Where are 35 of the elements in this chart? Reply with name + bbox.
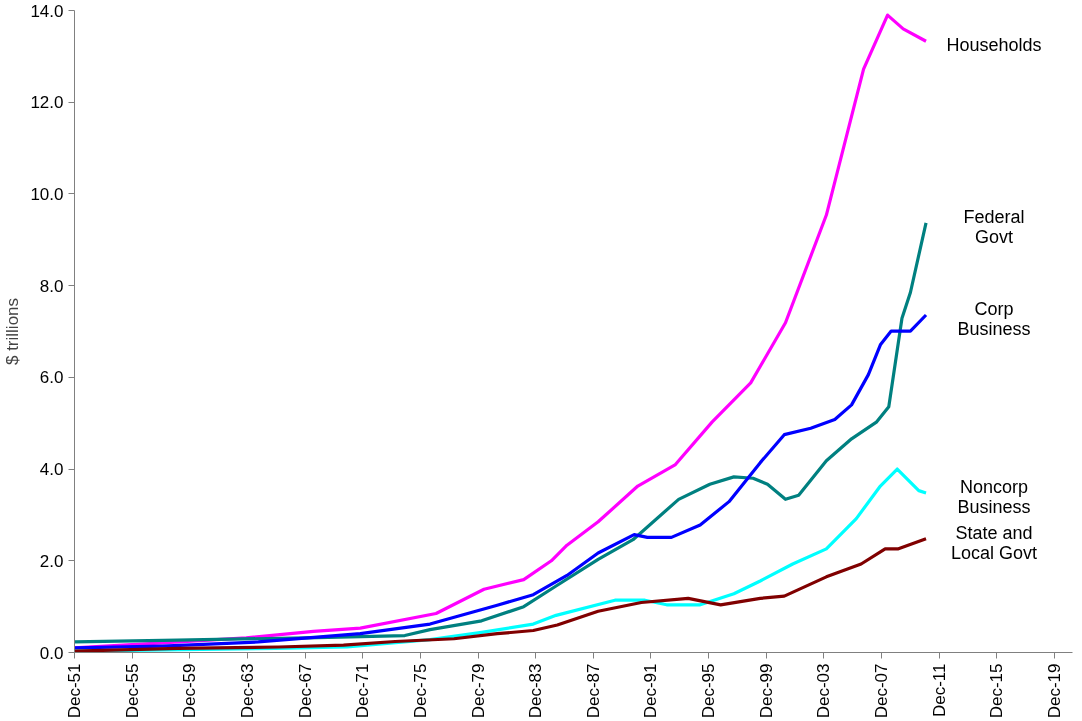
x-tick-label: Dec-55	[122, 663, 142, 719]
x-tick-label: Dec-83	[526, 663, 546, 719]
x-tick-label: Dec-67	[295, 663, 315, 719]
y-tick-label: 8.0	[39, 276, 64, 296]
x-tick-label: Dec-15	[987, 663, 1007, 719]
x-tick-label: Dec-99	[756, 663, 776, 719]
y-tick-label: 4.0	[39, 460, 64, 480]
x-tick-label: Dec-91	[641, 663, 661, 719]
x-tick-label: Dec-51	[65, 663, 84, 719]
y-tick-label: 2.0	[39, 551, 64, 571]
text: Federal Govt	[963, 206, 1025, 247]
line-series	[74, 313, 928, 650]
x-tick-label: Dec-95	[699, 663, 719, 719]
series-label: Households	[946, 35, 1042, 56]
y-tick-label: 14.0	[30, 1, 64, 21]
y-tick-label: 12.0	[30, 93, 64, 113]
x-tick-label: Dec-11	[929, 663, 949, 718]
x-tick-label: Dec-19	[1045, 663, 1065, 719]
y-tick-label: 6.0	[39, 368, 64, 388]
line-series	[74, 221, 928, 644]
x-tick-label: Dec-71	[353, 663, 373, 719]
x-tick-label: Dec-75	[410, 663, 430, 719]
x-tick-label: Dec-03	[814, 663, 834, 719]
x-tick-label: Dec-07	[872, 663, 892, 719]
series-label: Noncorp Business	[957, 476, 1031, 517]
y-tick-label: 0.0	[39, 643, 64, 663]
series-label: Corp Business	[957, 298, 1031, 339]
y-axis-title: $ trillions	[3, 297, 23, 366]
y-tick-label: 10.0	[30, 184, 64, 204]
x-tick-label: Dec-63	[237, 663, 257, 719]
x-tick-label: Dec-79	[468, 663, 488, 719]
x-tick-label: Dec-87	[583, 663, 603, 719]
series-label: State and Local Govt	[951, 522, 1038, 563]
line-series	[74, 537, 928, 653]
x-tick-label: Dec-59	[180, 663, 200, 719]
